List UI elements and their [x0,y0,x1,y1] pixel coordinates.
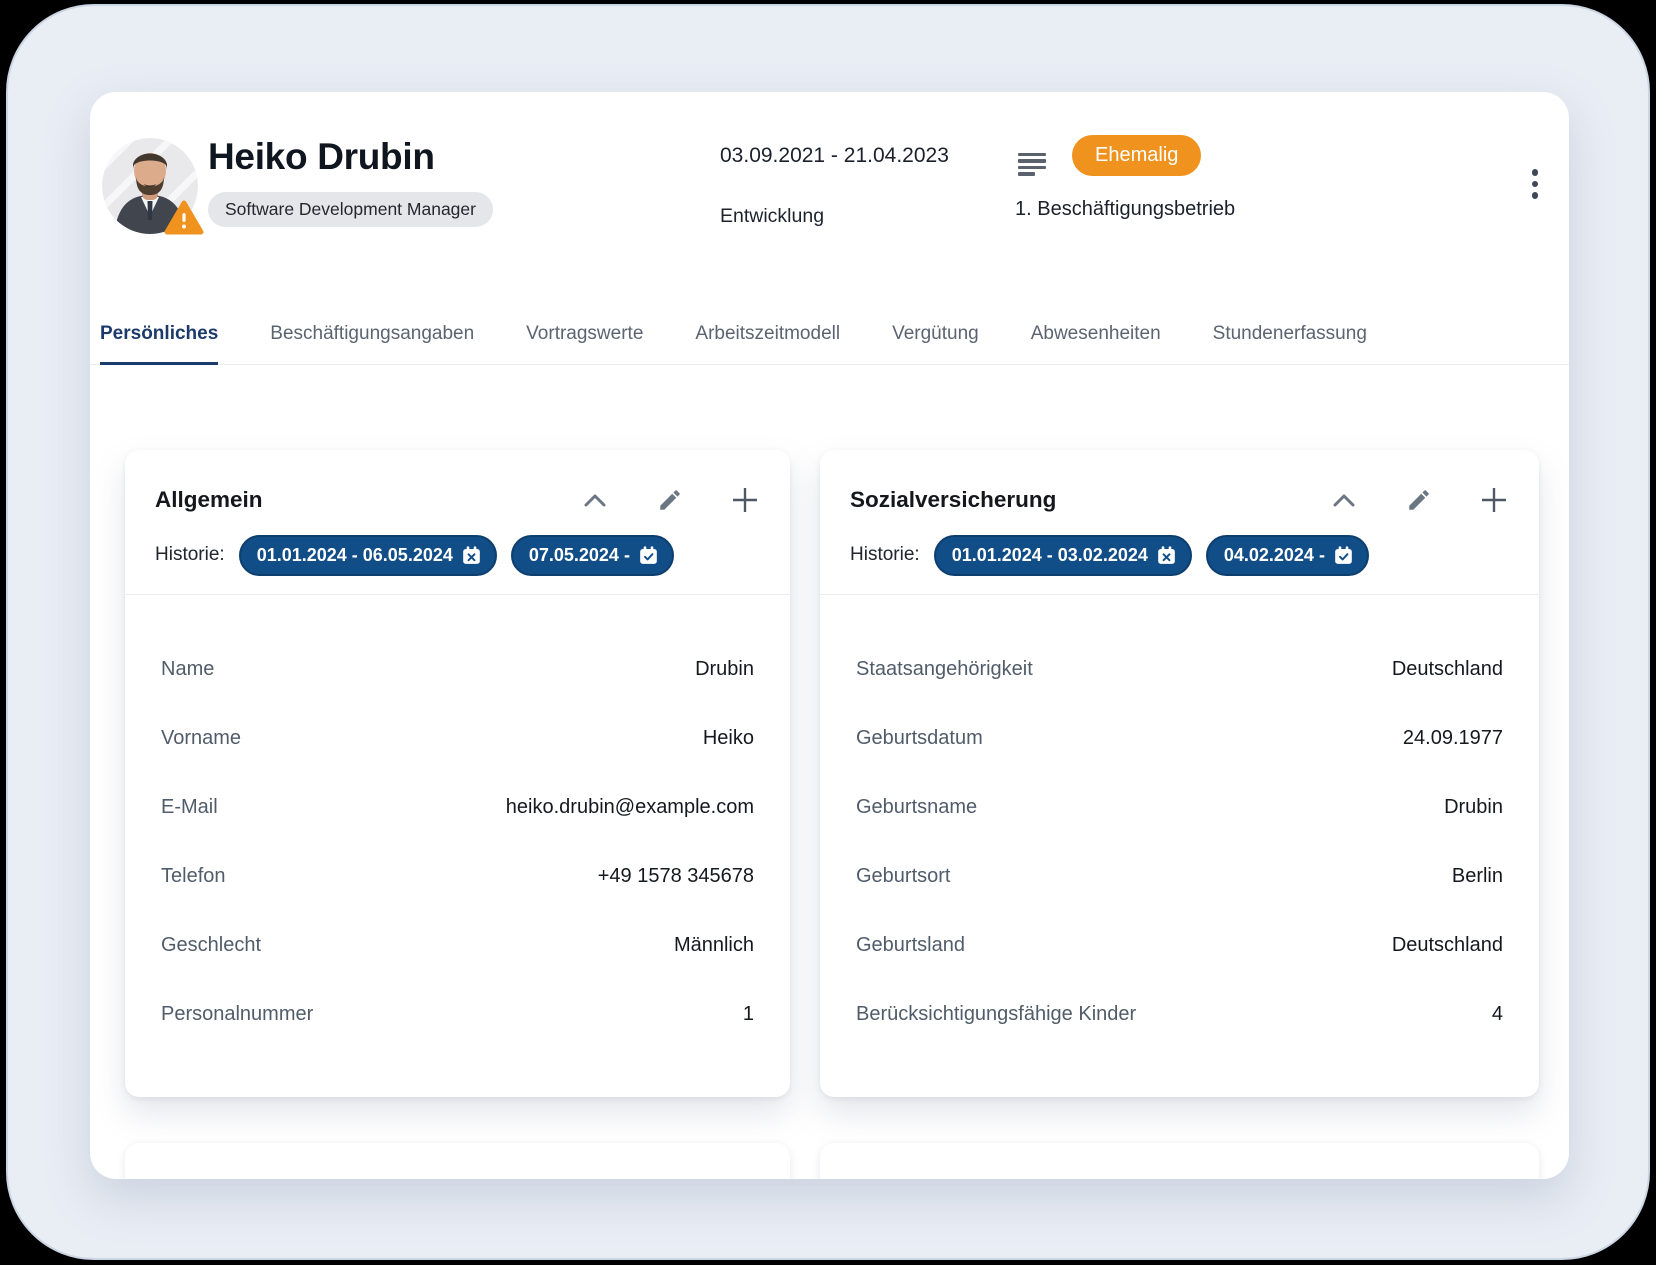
tab-vortragswerte[interactable]: Vortragswerte [526,322,644,344]
tab-verguetung[interactable]: Vergütung [892,322,979,344]
field-row: Geburtsland Deutschland [856,911,1503,980]
calendar-check-icon [1335,545,1352,564]
field-row: Vorname Heiko [161,704,754,773]
field-label: Geburtsname [856,796,978,818]
department-label: Entwicklung [720,205,825,227]
field-row: Staatsangehörigkeit Deutschland [856,635,1503,704]
field-value: heiko.drubin@example.com [505,796,754,818]
add-plus-icon[interactable] [730,485,760,515]
tab-abwesenheiten[interactable]: Abwesenheiten [1030,322,1161,344]
calendar-check-icon [640,545,657,564]
field-row: E-Mail heiko.drubin@example.com [161,773,754,842]
tab-stundenerfassung[interactable]: Stundenerfassung [1212,322,1367,344]
history-pill-closed[interactable]: 01.01.2024 - 03.02.2024 [933,534,1192,576]
list-icon[interactable] [1018,150,1046,178]
history-pill-current[interactable]: 04.02.2024 - [1205,534,1369,576]
tab-beschaeftigungsangaben[interactable]: Beschäftigungsangaben [270,322,475,344]
field-row: Geburtsdatum 24.09.1977 [856,704,1503,773]
field-row: Berücksichtigungsfähige Kinder 4 [856,980,1503,1049]
history-pill-label: 01.01.2024 - 03.02.2024 [951,544,1148,565]
field-value: Drubin [695,658,754,680]
card-partial [820,1143,1539,1179]
field-row: Personalnummer 1 [161,980,754,1049]
cards-row-partial [125,1143,1539,1179]
field-value: Drubin [1444,796,1503,818]
card-title: Sozialversicherung [850,487,1057,512]
status-badge: Ehemalig [1072,135,1202,176]
history-pill-current[interactable]: 07.05.2024 - [510,534,674,576]
history-pill-label: 04.02.2024 - [1223,544,1325,565]
field-label: Vorname [161,727,242,749]
field-value: Deutschland [1391,658,1503,680]
cards-row: Allgemein Historie: [125,450,1539,1097]
field-value: 24.09.1977 [1402,727,1503,749]
card-sozialversicherung: Sozialversicherung Historie [820,450,1539,1097]
employee-avatar [102,138,204,235]
field-value: Heiko [702,727,754,749]
field-label: Name [161,658,215,680]
historie-label: Historie: [155,544,225,565]
field-label: Geschlecht [161,934,262,956]
add-plus-icon[interactable] [1479,485,1509,515]
field-label: Telefon [161,865,226,887]
field-label: Personalnummer [161,1003,314,1025]
history-pill-closed[interactable]: 01.01.2024 - 06.05.2024 [238,534,497,576]
app-background: Heiko Drubin Software Development Manage… [6,4,1650,1260]
field-value: 1 [742,1003,754,1025]
field-label: Staatsangehörigkeit [856,658,1033,680]
card-partial [125,1143,790,1179]
field-row: Geschlecht Männlich [161,911,754,980]
historie-label: Historie: [850,544,920,565]
history-pill-label: 01.01.2024 - 06.05.2024 [256,544,453,565]
field-value: +49 1578 345678 [597,865,754,887]
field-value: 4 [1491,1003,1503,1025]
employment-company: 1. Beschäftigungsbetrieb [1015,198,1236,220]
employee-name: Heiko Drubin [208,136,435,177]
history-pill-label: 07.05.2024 - [528,544,630,565]
field-value: Männlich [673,934,754,956]
tab-persoenliches[interactable]: Persönliches [100,305,219,365]
field-row: Geburtsname Drubin [856,773,1503,842]
collapse-chevron-up-icon[interactable] [580,485,610,515]
field-label: Geburtsort [856,865,951,887]
edit-pencil-icon[interactable] [655,485,685,515]
calendar-x-icon [463,545,480,564]
field-value: Deutschland [1391,934,1503,956]
card-allgemein: Allgemein Historie: [125,450,790,1097]
card-title: Allgemein [155,487,263,512]
kebab-menu-icon[interactable] [1524,166,1546,202]
warning-triangle-icon [164,200,204,235]
field-value: Berlin [1451,865,1503,887]
field-row: Telefon +49 1578 345678 [161,842,754,911]
collapse-chevron-up-icon[interactable] [1329,485,1359,515]
field-label: Berücksichtigungsfähige Kinder [856,1003,1137,1025]
field-row: Geburtsort Berlin [856,842,1503,911]
tab-arbeitszeitmodell[interactable]: Arbeitszeitmodell [695,322,841,344]
edit-pencil-icon[interactable] [1404,485,1434,515]
tab-bar: Persönliches Beschäftigungsangaben Vortr… [90,305,1569,365]
field-row: Name Drubin [161,635,754,704]
field-label: E-Mail [161,796,218,818]
field-label: Geburtsdatum [856,727,983,749]
employment-period: 03.09.2021 - 21.04.2023 [720,144,949,167]
profile-panel: Heiko Drubin Software Development Manage… [90,92,1569,1179]
employee-role-badge: Software Development Manager [208,192,493,227]
calendar-x-icon [1158,545,1175,564]
field-label: Geburtsland [856,934,965,956]
